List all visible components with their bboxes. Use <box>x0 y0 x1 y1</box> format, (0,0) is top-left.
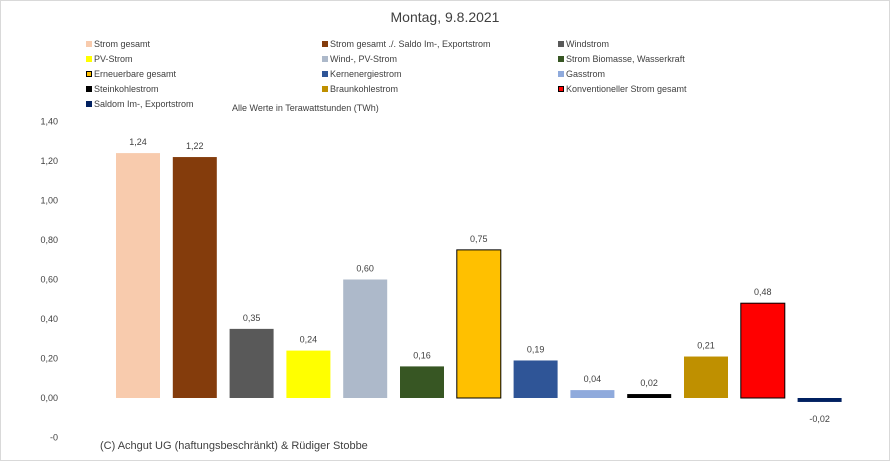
legend-swatch <box>558 71 564 77</box>
legend-swatch <box>558 86 564 92</box>
legend-label: Erneuerbare gesamt <box>94 69 177 79</box>
legend-swatch <box>322 56 328 62</box>
legend-label: Strom gesamt ./. Saldo Im-, Exportstrom <box>330 39 491 49</box>
data-label: 1,24 <box>129 137 147 147</box>
legend-label: Strom Biomasse, Wasserkraft <box>566 54 685 64</box>
bar <box>456 249 502 399</box>
legend-item: Strom gesamt <box>86 39 150 49</box>
legend-item: Gasstrom <box>558 69 605 79</box>
bar <box>229 328 274 398</box>
y-tick-label: 0,80 <box>40 235 58 245</box>
legend-swatch <box>86 71 92 77</box>
bar <box>172 157 217 398</box>
bar <box>740 302 786 399</box>
y-axis: -0 0,00 0,20 0,40 0,60 0,80 1,00 1,20 1,40 <box>40 117 58 443</box>
data-label: 1,22 <box>186 141 204 151</box>
data-label: 0,60 <box>356 264 374 274</box>
bar <box>116 153 160 398</box>
legend-item: Strom Biomasse, Wasserkraft <box>558 54 685 64</box>
bar <box>570 390 615 398</box>
chart-title: Montag, 9.8.2021 <box>390 9 500 25</box>
legend-swatch <box>86 101 92 107</box>
data-label: 0,19 <box>527 344 545 354</box>
data-label: 0,04 <box>584 374 602 384</box>
bar <box>400 366 444 398</box>
legend-label: Steinkohlestrom <box>94 84 159 94</box>
data-label: 0,75 <box>470 234 488 244</box>
data-label: 0,24 <box>300 335 318 345</box>
y-tick-label: 1,00 <box>40 196 58 206</box>
legend-swatch <box>322 86 328 92</box>
y-tick-label: 0,60 <box>40 275 58 285</box>
data-label: 0,48 <box>754 287 772 297</box>
legend-label: Wind-, PV-Strom <box>330 54 398 64</box>
y-tick-label: 1,40 <box>40 117 58 127</box>
y-tick-label: 1,20 <box>40 156 58 166</box>
legend-item: Saldom Im-, Exportstrom <box>86 99 194 109</box>
legend-swatch <box>558 41 564 47</box>
y-tick-label: 0,20 <box>40 354 58 364</box>
bars <box>116 153 842 402</box>
legend-swatch <box>86 56 92 62</box>
data-label: -0,02 <box>809 414 830 424</box>
bar <box>286 350 331 398</box>
data-labels: 1,24 1,22 0,35 0,24 0,60 0,16 0,75 0,19 0,04 0,02… <box>129 137 830 424</box>
legend-label: Konventioneller Strom gesamt <box>566 84 687 94</box>
y-tick-label: -0 <box>50 433 58 443</box>
legend-swatch <box>322 41 328 47</box>
legend-swatch <box>86 86 92 92</box>
credit-line: (C) Achgut UG (haftungsbeschränkt) & Rüd… <box>100 440 368 452</box>
legend-label: Kernenergiestrom <box>330 69 402 79</box>
legend-item: Erneuerbare gesamt <box>86 69 176 79</box>
legend-swatch <box>322 71 328 77</box>
data-label: 0,21 <box>697 341 715 351</box>
legend-item: Strom gesamt ./. Saldo Im-, Exportstrom <box>322 39 491 49</box>
bar <box>513 360 558 398</box>
data-label: 0,35 <box>243 313 261 323</box>
legend-swatch <box>86 41 92 47</box>
legend-swatch <box>558 56 564 62</box>
data-label: 0,16 <box>413 350 431 360</box>
legend-item: Braunkohlestrom <box>322 84 398 94</box>
bar <box>627 394 672 398</box>
legend-item: Windstrom <box>558 39 609 49</box>
legend-label: Gasstrom <box>566 69 606 79</box>
legend-label: Braunkohlestrom <box>330 84 399 94</box>
chart-subtitle: Alle Werte in Terawattstunden (TWh) <box>232 103 379 113</box>
legend-label: Saldom Im-, Exportstrom <box>94 99 194 109</box>
bar <box>684 356 728 398</box>
legend-label: Strom gesamt <box>94 39 151 49</box>
legend-label: Windstrom <box>566 39 610 49</box>
bar <box>797 398 842 402</box>
data-label: 0,02 <box>640 378 658 388</box>
legend-item: Konventioneller Strom gesamt <box>558 84 687 94</box>
legend-item: PV-Strom <box>86 54 133 64</box>
legend-item: Wind-, PV-Strom <box>322 54 397 64</box>
bar <box>343 279 388 398</box>
legend-item: Steinkohlestrom <box>86 84 159 94</box>
legend-label: PV-Strom <box>94 54 133 64</box>
legend-item: Kernenergiestrom <box>322 69 402 79</box>
y-tick-label: 0,40 <box>40 314 58 324</box>
y-tick-label: 0,00 <box>40 393 58 403</box>
